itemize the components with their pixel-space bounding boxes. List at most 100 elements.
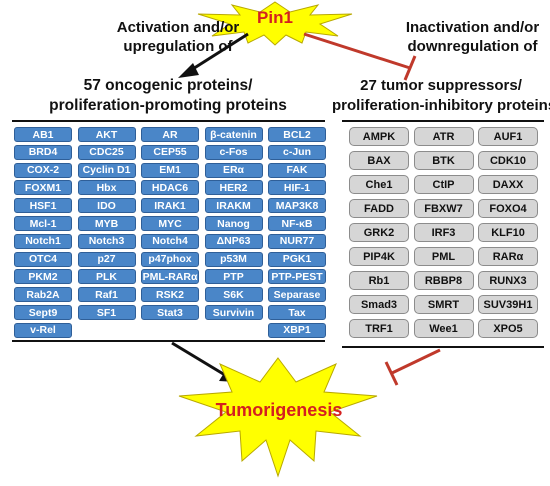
suppressor-inhibit-bar xyxy=(384,361,399,386)
oncogenic-title: 57 oncogenic proteins/ proliferation-pro… xyxy=(10,76,326,116)
oncogenic-protein-cell: Sept9 xyxy=(14,305,72,320)
oncogenic-protein-cell: p53M xyxy=(204,251,263,267)
oncogenic-to-tumor-arrow xyxy=(171,341,226,377)
suppressor-protein-cell: FBXW7 xyxy=(413,199,474,218)
suppressor-protein-cell: Smad3 xyxy=(349,295,409,314)
oncogenic-protein-cell: HDAC6 xyxy=(141,180,199,196)
oncogenic-protein-cell: v-Rel xyxy=(14,322,72,338)
oncogenic-protein-cell: IDO xyxy=(77,198,136,214)
suppressor-protein-cell: PIP4K xyxy=(349,247,409,266)
oncogenic-protein-cell: Survivin xyxy=(204,305,263,320)
oncogenic-protein-cell: Mcl-1 xyxy=(14,216,72,231)
oncogenic-protein-cell: AR xyxy=(141,127,199,142)
activation-arrow xyxy=(187,32,249,74)
inactivation-caption-line: downregulation of xyxy=(407,38,538,55)
activation-caption-line: upregulation of xyxy=(123,38,233,55)
suppressor-protein-cell: FADD xyxy=(349,199,409,218)
activation-arrowhead xyxy=(178,63,199,78)
suppressor-protein-cell: IRF3 xyxy=(413,223,474,242)
oncogenic-protein-cell: HIF-1 xyxy=(268,180,326,196)
oncogenic-protein-cell: BCL2 xyxy=(268,127,326,142)
suppressor-protein-cell: PML xyxy=(413,247,474,266)
oncogenic-protein-cell: Notch3 xyxy=(77,233,136,249)
suppressor-protein-cell: BTK xyxy=(413,151,474,170)
oncogenic-protein-cell: NF-κB xyxy=(268,216,326,231)
suppressor-title: 27 tumor suppressors/ proliferation-inhi… xyxy=(332,76,550,116)
oncogenic-protein-cell: ERα xyxy=(204,162,263,178)
oncogenic-protein-cell: AB1 xyxy=(14,127,72,142)
oncogenic-protein-cell: c-Fos xyxy=(204,144,263,160)
oncogenic-protein-cell: Rab2A xyxy=(14,287,72,303)
suppressor-divider xyxy=(342,120,544,122)
oncogenic-protein-cell: NUR77 xyxy=(268,233,326,249)
oncogenic-protein-cell: SF1 xyxy=(77,305,136,320)
suppressor-protein-cell: XPO5 xyxy=(478,319,538,338)
oncogenic-protein-cell: p47phox xyxy=(141,251,199,267)
suppressor-protein-cell: KLF10 xyxy=(478,223,538,242)
oncogenic-divider xyxy=(12,120,325,122)
oncogenic-protein-cell: Stat3 xyxy=(141,305,199,320)
tumorigenesis-label: Tumorigenesis xyxy=(215,400,343,420)
suppressor-bottom-divider xyxy=(342,346,544,348)
oncogenic-protein-cell: EM1 xyxy=(141,162,199,178)
suppressor-protein-cell: SUV39H1 xyxy=(478,295,538,314)
oncogenic-protein-cell: Nanog xyxy=(204,216,263,231)
oncogenic-protein-cell: FAK xyxy=(268,162,326,178)
oncogenic-protein-cell: MYC xyxy=(141,216,199,231)
oncogenic-protein-cell: MYB xyxy=(77,216,136,231)
inhibition-bar xyxy=(403,55,417,81)
oncogenic-protein-cell: HER2 xyxy=(204,180,263,196)
oncogenic-bottom-divider xyxy=(12,340,325,342)
suppressor-protein-cell: AUF1 xyxy=(478,127,538,146)
oncogenic-protein-cell: FOXM1 xyxy=(14,180,72,196)
suppressor-protein-cell: AMPK xyxy=(349,127,409,146)
suppressor-protein-cell: Wee1 xyxy=(413,319,474,338)
oncogenic-protein-cell: IRAKM xyxy=(204,198,263,214)
suppressor-protein-cell: GRK2 xyxy=(349,223,409,242)
oncogenic-protein-cell: Cyclin D1 xyxy=(77,162,136,178)
suppressor-protein-cell: RUNX3 xyxy=(478,271,538,290)
oncogenic-protein-cell: HSF1 xyxy=(14,198,72,214)
oncogenic-protein-cell: ΔNP63 xyxy=(204,233,263,249)
suppressor-protein-cell: TRF1 xyxy=(349,319,409,338)
pin1-label: Pin1 xyxy=(257,8,293,27)
oncogenic-protein-cell: Notch1 xyxy=(14,233,72,249)
oncogenic-protein-cell: COX-2 xyxy=(14,162,72,178)
oncogenic-protein-cell: PGK1 xyxy=(268,251,326,267)
oncogenic-protein-cell: XBP1 xyxy=(268,322,326,338)
suppressor-protein-cell: ATR xyxy=(413,127,474,146)
inhibition-line xyxy=(303,32,411,70)
oncogenic-protein-cell: β-catenin xyxy=(204,127,263,142)
suppressor-protein-cell: Che1 xyxy=(349,175,409,194)
oncogenic-protein-cell: PLK xyxy=(77,269,136,285)
oncogenic-protein-cell: AKT xyxy=(77,127,136,142)
oncogenic-protein-cell: S6K xyxy=(204,287,263,303)
inactivation-caption: Inactivation and/or downregulation of xyxy=(395,18,550,56)
oncogenic-protein-cell: Notch4 xyxy=(141,233,199,249)
oncogenic-protein-cell: CEP55 xyxy=(141,144,199,160)
oncogenic-protein-cell: RSK2 xyxy=(141,287,199,303)
suppressor-protein-cell: RBBP8 xyxy=(413,271,474,290)
inactivation-caption-line: Inactivation and/or xyxy=(405,19,540,36)
suppressor-inhibit-line xyxy=(391,348,441,375)
suppressor-protein-cell: DAXX xyxy=(478,175,538,194)
suppressor-title-line: 27 tumor suppressors/ xyxy=(360,77,522,94)
oncogenic-title-line: 57 oncogenic proteins/ xyxy=(83,77,253,94)
oncogenic-protein-cell: c-Jun xyxy=(268,144,326,160)
oncogenic-protein-cell: PKM2 xyxy=(14,269,72,285)
suppressor-protein-cell: FOXO4 xyxy=(478,199,538,218)
oncogenic-protein-cell: p27 xyxy=(77,251,136,267)
oncogenic-protein-cell: Hbx xyxy=(77,180,136,196)
oncogenic-protein-cell: PTP-PEST xyxy=(268,269,326,285)
suppressor-protein-cell: SMRT xyxy=(413,295,474,314)
suppressor-protein-cell: CDK10 xyxy=(478,151,538,170)
suppressor-protein-cell: RARα xyxy=(478,247,538,266)
activation-caption-line: Activation and/or xyxy=(116,19,240,36)
activation-caption: Activation and/or upregulation of xyxy=(78,18,278,56)
suppressor-title-line: proliferation-inhibitory proteins xyxy=(332,97,550,114)
oncogenic-protein-cell: Separase xyxy=(268,287,326,303)
oncogenic-protein-cell: MAP3K8 xyxy=(268,198,326,214)
suppressor-protein-cell: Rb1 xyxy=(349,271,409,290)
